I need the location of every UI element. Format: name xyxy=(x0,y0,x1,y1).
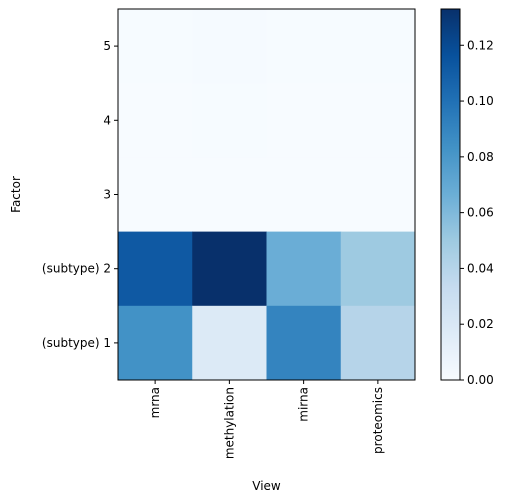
colorbar-tick-label: 0.12 xyxy=(467,38,494,52)
y-tick-label: 4 xyxy=(103,113,111,127)
y-tick-label: (subtype) 1 xyxy=(42,336,111,350)
x-tick-label: proteomics xyxy=(371,387,385,454)
heatmap-cell-3-2 xyxy=(266,231,342,307)
y-tick-label: 5 xyxy=(103,39,111,53)
heatmap-cell-2-2 xyxy=(266,157,342,233)
heatmap-cell-4-1 xyxy=(192,305,267,381)
colorbar xyxy=(441,9,460,380)
colorbar-tick-label: 0.10 xyxy=(467,94,494,108)
x-tick-label: methylation xyxy=(222,387,236,459)
heatmap-cell-0-1 xyxy=(192,9,267,84)
colorbar-tick-label: 0.06 xyxy=(467,206,494,220)
colorbar-frame xyxy=(440,8,461,381)
heatmap-cell-1-1 xyxy=(192,83,267,158)
heatmap-cell-0-2 xyxy=(266,9,342,84)
colorbar-ticks: 0.00 0.02 0.04 0.06 0.08 0.10 0.12 xyxy=(460,38,494,387)
x-axis-label: View xyxy=(252,479,281,493)
y-tick-label: (subtype) 2 xyxy=(42,262,111,276)
heatmap-cell-4-2 xyxy=(266,305,342,381)
x-tick-label: mrna xyxy=(148,387,162,418)
colorbar-tick-label: 0.00 xyxy=(467,373,494,387)
heatmap-cell-0-0 xyxy=(118,9,193,84)
heatmap-cell-2-0 xyxy=(118,157,193,233)
colorbar-tick-label: 0.08 xyxy=(467,150,494,164)
y-axis-ticks: 5 4 3 (subtype) 2 (subtype) 1 xyxy=(42,39,118,350)
heatmap-cell-3-1 xyxy=(192,231,267,307)
heatmap-cell-3-0 xyxy=(118,231,193,307)
y-tick-label: 3 xyxy=(103,188,111,202)
y-axis-label: Factor xyxy=(9,176,23,213)
heatmap-cell-1-2 xyxy=(266,83,342,158)
x-tick-label: mirna xyxy=(297,387,311,422)
heatmap-cell-4-3 xyxy=(340,305,416,381)
heatmap-cells xyxy=(118,9,416,381)
colorbar-tick-label: 0.02 xyxy=(467,317,494,331)
heatmap-cell-2-3 xyxy=(340,157,416,233)
heatmap-cell-2-1 xyxy=(192,157,267,233)
heatmap-cell-0-3 xyxy=(340,9,416,84)
colorbar-tick-label: 0.04 xyxy=(467,261,494,275)
heatmap-cell-1-0 xyxy=(118,83,193,158)
heatmap-cell-4-0 xyxy=(118,305,193,381)
heatmap-cell-1-3 xyxy=(340,83,416,158)
heatmap-cell-3-3 xyxy=(340,231,416,307)
x-axis-ticks: mrna methylation mirna proteomics xyxy=(148,380,385,459)
